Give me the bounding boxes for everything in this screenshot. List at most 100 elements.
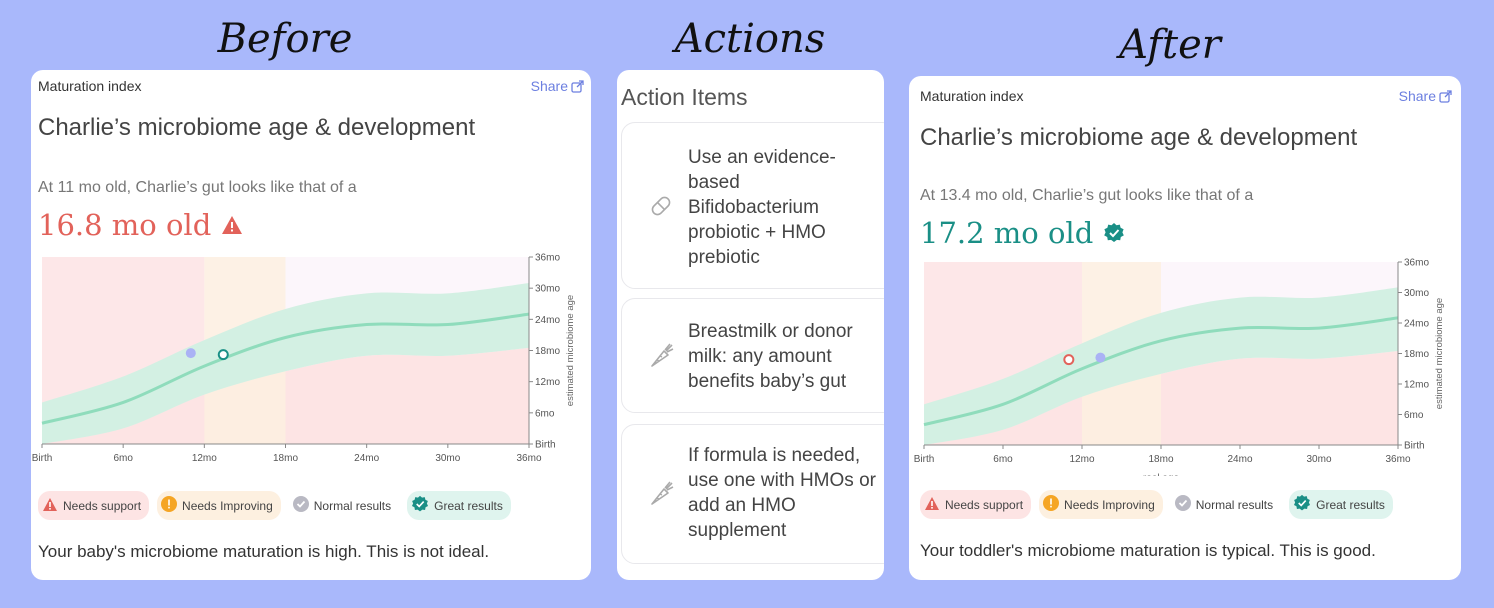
median-curve bbox=[923, 316, 1399, 427]
y-axis-label: estimated microbiome age bbox=[565, 295, 576, 406]
y-tick-label: 18mo bbox=[1404, 349, 1429, 360]
x-tick-label: 6mo bbox=[113, 453, 133, 464]
x-tick-label: 36mo bbox=[1385, 454, 1410, 465]
microbiome-age-value: 17.2 mo old bbox=[920, 216, 1125, 250]
x-tick-label: Birth bbox=[32, 453, 53, 464]
action-line: probiotic + HMO bbox=[688, 222, 826, 243]
check-badge-icon bbox=[411, 495, 429, 516]
warning-icon bbox=[42, 497, 58, 515]
x-tick-label: 18mo bbox=[273, 453, 298, 464]
legend: Needs support Needs Improving Normal resul… bbox=[38, 491, 511, 520]
action-line: supplement bbox=[688, 520, 787, 541]
x-tick-label: 12mo bbox=[192, 453, 217, 464]
y-tick-label: 12mo bbox=[1404, 380, 1429, 391]
heading-before: Before bbox=[217, 16, 353, 62]
action-line: If formula is needed, bbox=[688, 445, 861, 466]
check-badge-icon bbox=[1293, 494, 1311, 515]
before-maturation-chart: Birth 6mo 12mo 18mo 24mo 30mo 36mo Birth 6mo 12mo… bbox=[32, 253, 576, 465]
exclamation-icon bbox=[161, 496, 178, 515]
action-line: use one with HMOs or bbox=[688, 470, 876, 491]
legend-label: Great results bbox=[434, 498, 503, 513]
x-tick-label: 30mo bbox=[435, 453, 460, 464]
summary-text: Your baby's microbiome maturation is hig… bbox=[38, 542, 490, 561]
age-intro: At 11 mo old, Charlie’s gut looks like t… bbox=[38, 179, 357, 196]
x-tick-label: 12mo bbox=[1069, 454, 1094, 465]
warning-icon bbox=[924, 496, 940, 514]
action-item-breastmilk[interactable]: Breastmilk or donor milk: any amount benef… bbox=[621, 298, 884, 413]
after-card: Maturation index Share Charlie’s microbi… bbox=[909, 76, 1461, 580]
action-line: Breastmilk or donor bbox=[688, 321, 853, 342]
share-icon bbox=[571, 80, 584, 93]
check-icon bbox=[292, 496, 309, 515]
legend-item: Great results bbox=[1289, 490, 1393, 519]
carrot-icon bbox=[651, 481, 674, 505]
y-tick-label: 24mo bbox=[535, 315, 560, 326]
microbiome-age-value: 16.8 mo old bbox=[38, 208, 243, 242]
previous-result-point bbox=[1063, 354, 1075, 366]
warning-triangle-icon bbox=[222, 216, 243, 234]
action-line: based bbox=[688, 172, 740, 193]
action-line: milk: any amount bbox=[688, 346, 832, 367]
share-button[interactable]: Share bbox=[531, 78, 585, 94]
y-axis-label: estimated microbiome age bbox=[1434, 298, 1445, 409]
legend-item: Needs Improving bbox=[1039, 490, 1163, 519]
actions-card: Action Items Use an evidence-based Bifido… bbox=[617, 70, 884, 580]
current-result-point bbox=[1095, 352, 1106, 363]
action-line: Use an evidence- bbox=[688, 147, 836, 168]
x-tick-label: 18mo bbox=[1148, 454, 1173, 465]
legend-label: Needs Improving bbox=[182, 498, 273, 513]
share-icon bbox=[1439, 90, 1452, 103]
exclamation-icon bbox=[1043, 495, 1060, 514]
legend-item: Normal results bbox=[288, 491, 400, 520]
legend-label: Normal results bbox=[1195, 497, 1274, 512]
action-item-probiotic[interactable]: Use an evidence-based Bifidobacterium prob… bbox=[621, 122, 884, 289]
legend-item: Needs support bbox=[920, 490, 1032, 519]
median-curve bbox=[41, 312, 530, 425]
legend-label: Needs support bbox=[945, 497, 1024, 512]
summary-text: Your toddler's microbiome maturation is … bbox=[920, 541, 1376, 560]
age-value-text: 16.8 mo old bbox=[38, 208, 212, 242]
action-line: benefits baby’s gut bbox=[688, 371, 847, 392]
x-tick-label: Birth bbox=[914, 454, 935, 465]
y-tick-label: Birth bbox=[1404, 441, 1425, 452]
legend: Needs support Needs Improving Normal resul… bbox=[920, 490, 1393, 519]
after-maturation-chart: Birth 6mo 12mo 18mo 24mo 30mo 36mo Birth 6mo 12mo… bbox=[914, 258, 1445, 477]
y-tick-label: 12mo bbox=[535, 377, 560, 388]
y-tick-label: 6mo bbox=[535, 408, 555, 419]
x-tick-label: 36mo bbox=[516, 453, 541, 464]
y-tick-label: 36mo bbox=[535, 253, 560, 264]
age-value-text: 17.2 mo old bbox=[920, 216, 1094, 250]
legend-label: Needs Improving bbox=[1064, 497, 1155, 512]
check-icon bbox=[1174, 495, 1191, 514]
y-tick-label: Birth bbox=[535, 440, 556, 451]
card-label: Maturation index bbox=[38, 78, 142, 94]
y-tick-label: 24mo bbox=[1404, 319, 1429, 330]
action-text: If formula is needed, use one with HMOs o… bbox=[688, 443, 876, 543]
y-tick-label: 6mo bbox=[1404, 410, 1424, 421]
x-tick-label: 24mo bbox=[1227, 454, 1252, 465]
check-badge-icon bbox=[1104, 223, 1125, 242]
share-button[interactable]: Share bbox=[1399, 88, 1453, 104]
current-result-point bbox=[217, 349, 229, 361]
card-label: Maturation index bbox=[920, 88, 1024, 104]
card-title: Charlie’s microbiome age & development bbox=[38, 114, 476, 141]
legend-label: Great results bbox=[1316, 497, 1385, 512]
y-tick-label: 30mo bbox=[535, 284, 560, 295]
card-title: Charlie’s microbiome age & development bbox=[920, 124, 1358, 151]
age-intro: At 13.4 mo old, Charlie’s gut looks like… bbox=[920, 187, 1254, 204]
legend-item: Great results bbox=[407, 491, 511, 520]
action-line: Bifidobacterium bbox=[688, 197, 819, 218]
action-line: prebiotic bbox=[688, 247, 760, 268]
action-text: Breastmilk or donor milk: any amount benef… bbox=[688, 319, 853, 394]
y-tick-label: 30mo bbox=[1404, 288, 1429, 299]
actions-title: Action Items bbox=[621, 84, 748, 110]
action-item-formula[interactable]: If formula is needed, use one with HMOs o… bbox=[621, 424, 884, 564]
action-text: Use an evidence-based Bifidobacterium prob… bbox=[688, 145, 836, 270]
share-label: Share bbox=[1398, 88, 1436, 104]
carrot-icon bbox=[651, 343, 674, 367]
x-tick-label: 24mo bbox=[354, 453, 379, 464]
y-tick-label: 36mo bbox=[1404, 258, 1429, 269]
legend-item: Needs Improving bbox=[157, 491, 281, 520]
x-axis-label: real age bbox=[1143, 473, 1180, 476]
heading-after: After bbox=[1119, 22, 1221, 68]
